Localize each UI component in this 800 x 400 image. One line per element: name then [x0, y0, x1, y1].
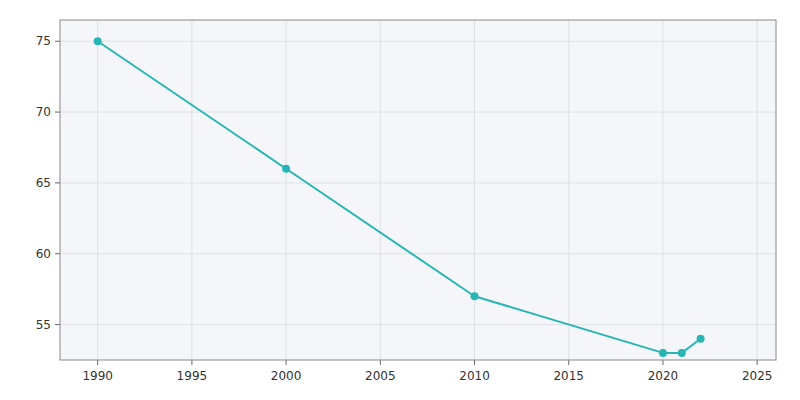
y-tick: [55, 324, 60, 325]
y-grid-line: [60, 182, 776, 183]
y-grid-line: [60, 41, 776, 42]
point: [697, 335, 705, 343]
x-grid-line: [474, 20, 475, 360]
y-grid-line: [60, 112, 776, 113]
y-tick-label: 65: [36, 176, 51, 190]
x-tick: [286, 360, 287, 365]
x-tick-label: 2010: [459, 369, 490, 383]
y-tick-label: 60: [36, 247, 51, 261]
point: [471, 292, 479, 300]
y-tick-label: 75: [36, 34, 51, 48]
point: [678, 349, 686, 357]
y-grid-line: [60, 324, 776, 325]
line: [98, 41, 701, 353]
x-grid-line: [286, 20, 287, 360]
axes: 1990 1995 2000 2005 2010 2015 2020 2025 55 60 65 70…: [36, 34, 773, 383]
point: [659, 349, 667, 357]
x-grid-line: [568, 20, 569, 360]
x-tick-label: 1990: [82, 369, 113, 383]
chart-container: 1990 1995 2000 2005 2010 2015 2020 2025 55 60 65 70…: [0, 0, 800, 400]
x-grid-line: [662, 20, 663, 360]
x-grid-line: [757, 20, 758, 360]
x-tick-label: 2015: [553, 369, 584, 383]
x-tick-label: 2000: [271, 369, 302, 383]
x-tick: [757, 360, 758, 365]
grid: [60, 20, 776, 360]
chart-svg: 1990 1995 2000 2005 2010 2015 2020 2025 55 60 65 70…: [0, 0, 800, 400]
y-tick: [55, 253, 60, 254]
y-tick-label: 55: [36, 318, 51, 332]
x-tick-label: 2005: [365, 369, 396, 383]
data-layer: [94, 37, 705, 357]
x-grid-line: [380, 20, 381, 360]
x-tick: [474, 360, 475, 365]
x-grid-line: [191, 20, 192, 360]
x-tick: [97, 360, 98, 365]
y-tick: [55, 112, 60, 113]
x-tick: [191, 360, 192, 365]
y-tick-label: 70: [36, 105, 51, 119]
plot-frame: [60, 20, 776, 360]
point: [94, 37, 102, 45]
x-tick-label: 2020: [648, 369, 679, 383]
plot-background: [60, 20, 776, 360]
x-tick: [568, 360, 569, 365]
point: [282, 165, 290, 173]
x-tick-label: 2025: [742, 369, 773, 383]
x-tick: [662, 360, 663, 365]
x-tick: [380, 360, 381, 365]
y-tick: [55, 182, 60, 183]
x-tick-label: 1995: [177, 369, 208, 383]
y-grid-line: [60, 253, 776, 254]
x-grid-line: [97, 20, 98, 360]
y-tick: [55, 41, 60, 42]
